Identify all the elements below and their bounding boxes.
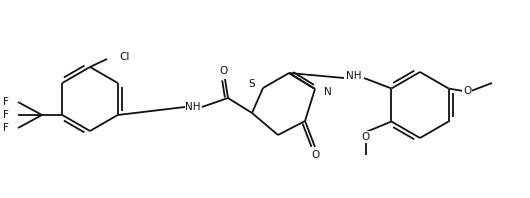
Text: NH: NH	[346, 71, 362, 81]
Text: O: O	[362, 132, 370, 142]
Text: NH: NH	[186, 102, 201, 112]
Text: N: N	[324, 87, 332, 97]
Text: O: O	[219, 66, 227, 76]
Text: Cl: Cl	[119, 52, 129, 62]
Text: O: O	[311, 150, 319, 160]
Text: F: F	[3, 110, 9, 120]
Text: F: F	[3, 123, 9, 133]
Text: O: O	[463, 86, 471, 96]
Text: F: F	[3, 97, 9, 107]
Text: S: S	[249, 79, 255, 89]
